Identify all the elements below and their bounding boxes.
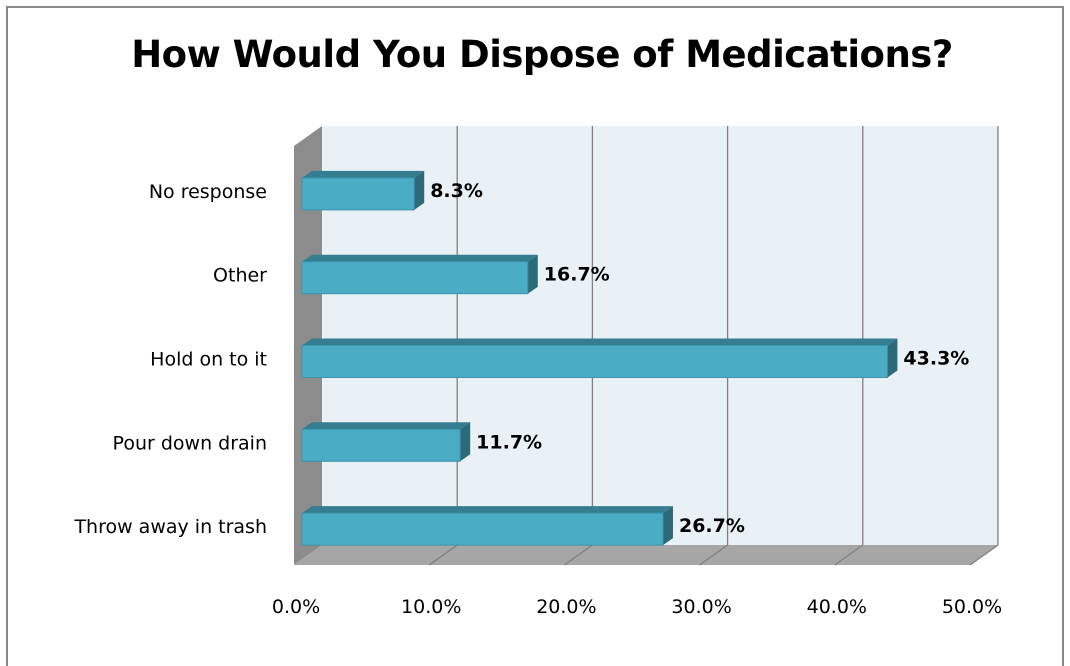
x-tick-label: 20.0% bbox=[536, 596, 596, 618]
x-tick-label: 40.0% bbox=[807, 596, 867, 618]
floor-gridline bbox=[699, 544, 728, 566]
plot-floor bbox=[294, 545, 998, 565]
data-label: 8.3% bbox=[430, 180, 483, 202]
x-tick-label: 50.0% bbox=[942, 596, 1002, 618]
data-label: 43.3% bbox=[903, 348, 969, 370]
bar bbox=[301, 512, 664, 546]
bar-side bbox=[887, 338, 898, 378]
category-label: Throw away in trash bbox=[73, 516, 267, 538]
floor-gridline bbox=[564, 544, 593, 566]
bar-top bbox=[302, 254, 538, 262]
floor-gridline bbox=[834, 544, 864, 566]
category-label: No response bbox=[149, 181, 267, 203]
bar-side bbox=[527, 254, 538, 294]
bar-side bbox=[414, 170, 425, 210]
bar-top bbox=[302, 338, 898, 346]
chart-title: How Would You Dispose of Medications? bbox=[131, 33, 953, 76]
bar-top bbox=[302, 170, 425, 178]
x-tick-label: 10.0% bbox=[401, 596, 461, 618]
plot-back-wall bbox=[322, 126, 998, 545]
floor-gridline bbox=[969, 544, 999, 566]
data-label: 11.7% bbox=[476, 431, 542, 453]
bar bbox=[301, 261, 529, 295]
bar bbox=[301, 345, 888, 378]
bar bbox=[301, 428, 461, 462]
bar-top bbox=[302, 506, 673, 514]
floor-gridline bbox=[428, 544, 458, 566]
x-tick-label: 0.0% bbox=[272, 596, 320, 618]
category-label: Hold on to it bbox=[150, 349, 267, 371]
bar-side bbox=[460, 422, 471, 462]
bar-chart: 0.0% 10.0% 20.0% 30.0% 40.0% 50.0% 8.3% No resp… bbox=[73, 126, 1002, 618]
x-tick-label: 30.0% bbox=[671, 596, 731, 618]
category-label: Pour down drain bbox=[113, 432, 267, 454]
data-label: 26.7% bbox=[679, 515, 745, 537]
category-label: Other bbox=[213, 265, 267, 287]
data-label: 16.7% bbox=[544, 264, 610, 286]
bar bbox=[301, 177, 415, 211]
bar-side bbox=[662, 506, 673, 546]
bar-top bbox=[302, 422, 471, 430]
